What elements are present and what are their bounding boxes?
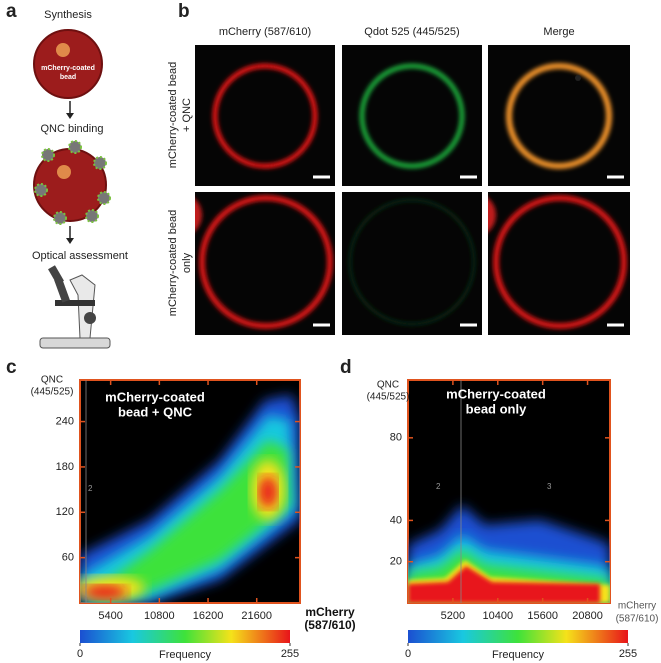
microscope (39, 265, 111, 349)
panel-label: c (6, 357, 17, 378)
micrographs (195, 45, 630, 335)
bead-core (57, 165, 71, 179)
colorbar-tick-label: 255 (619, 648, 637, 660)
panel-d: d mCherry-coated bead only (340, 357, 611, 604)
x-tick-label: 10400 (482, 610, 513, 622)
y-axis-label: (445/525) (367, 392, 410, 403)
gate-label: 3 (547, 482, 552, 491)
row-label: only (181, 252, 193, 273)
gate-label: 2 (88, 484, 93, 493)
y-tick-label: 60 (62, 552, 74, 564)
column-header: Qdot 525 (445/525) (364, 26, 459, 38)
column-header: mCherry (587/610) (219, 26, 311, 38)
row-label: mCherry-coated bead (167, 62, 179, 168)
plot-title: mCherry-coated (105, 389, 205, 404)
y-axis-label: (445/525) (31, 387, 74, 398)
y-tick-label: 40 (390, 514, 402, 526)
colorbar-label: Frequency (159, 649, 211, 661)
plot-title: bead only (466, 401, 527, 416)
arrow-head (66, 113, 74, 119)
plot-title: bead + QNC (118, 404, 193, 419)
panel-label: d (340, 357, 352, 378)
y-tick-label: 80 (390, 432, 402, 444)
x-axis-label: mCherry (305, 605, 355, 619)
colorbar-tick-label: 0 (405, 648, 411, 660)
row-label: + QNC (181, 98, 193, 132)
colorbar (408, 630, 628, 643)
bead (33, 29, 103, 99)
gate-label: 2 (436, 482, 441, 491)
y-axis-label: QNC (41, 375, 63, 386)
row-label: mCherry-coated bead (167, 210, 179, 316)
x-tick-label: 15600 (527, 610, 558, 622)
y-tick-label: 120 (56, 506, 74, 518)
y-tick-label: 240 (56, 415, 74, 427)
panel-label: b (178, 1, 190, 22)
x-tick-label: 5400 (98, 610, 122, 622)
x-tick-label: 21600 (241, 610, 272, 622)
column-header: Merge (543, 26, 574, 38)
x-axis-label: mCherry (618, 601, 656, 612)
x-tick-label: 16200 (193, 610, 224, 622)
y-tick-label: 20 (390, 556, 402, 568)
colorbar-label: Frequency (492, 649, 544, 661)
x-tick-label: 10800 (144, 610, 175, 622)
qnc-particles (34, 140, 111, 225)
plot-title: mCherry-coated (446, 386, 546, 401)
panel-a: a Synthesis mCherry-coated bead QNC bind… (6, 1, 128, 349)
colorbar-tick-label: 0 (77, 648, 83, 660)
panel-c: c mCherry-coated bead + QNC (6, 357, 301, 604)
x-tick-label: 5200 (441, 610, 465, 622)
y-tick-label: 180 (56, 461, 74, 473)
step-label: Synthesis (44, 9, 92, 21)
colorbar-tick-label: 255 (281, 648, 299, 660)
y-axis-label: QNC (377, 380, 399, 391)
step-label: QNC binding (41, 123, 104, 135)
bead-core (56, 43, 70, 57)
x-tick-label: 20800 (572, 610, 603, 622)
bead-label: mCherry-coated (41, 65, 95, 72)
bead-label: bead (60, 74, 76, 81)
step-label: Optical assessment (32, 250, 128, 262)
colorbar (80, 630, 290, 643)
density (80, 380, 300, 603)
x-axis-label: (587/610) (616, 614, 659, 625)
arrow-head (66, 238, 74, 244)
panel-label: a (6, 1, 17, 22)
density (408, 380, 610, 603)
x-axis-label: (587/610) (304, 618, 355, 632)
panel-b: b mCherry (587/610) Qdot 525 (445/525) M… (167, 1, 630, 335)
